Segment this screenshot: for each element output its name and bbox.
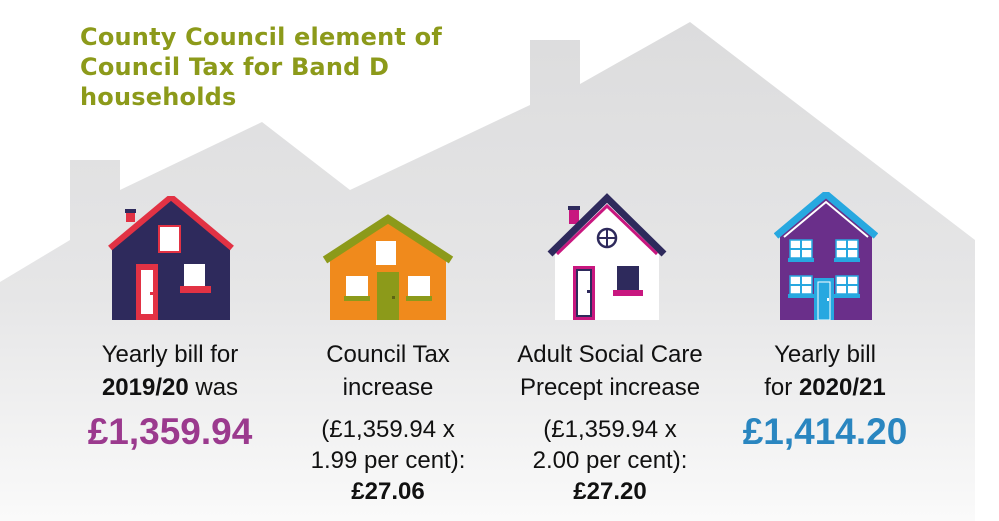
label-council-tax: Council Tax [326, 341, 450, 368]
amount-2019: £1,359.94 [87, 411, 253, 452]
page-title: County Council element of Council Tax fo… [80, 23, 442, 111]
label-was: was [188, 374, 239, 401]
roof-silhouette [0, 22, 975, 521]
label-for: for [764, 374, 799, 401]
column-2020-bill: Yearly bill for 2020/21 £1,414.20 [730, 338, 920, 454]
calc-line-1: (£1,359.94 x [321, 416, 455, 443]
label-yearly-bill-2019: Yearly bill for [101, 341, 239, 368]
council-tax-result: £27.06 [351, 478, 425, 505]
calc-line-1: (£1,359.94 x [543, 416, 677, 443]
year-2019: 2019/20 [101, 374, 189, 401]
house-navy-icon [108, 196, 234, 320]
label-precept-increase: Precept increase [519, 374, 701, 401]
house-orange-icon [322, 214, 454, 320]
label-yearly-bill: Yearly bill [774, 341, 876, 368]
label-increase: increase [342, 374, 434, 401]
label-year-2019: 2019/20 was [75, 371, 265, 404]
amount-2020: £1,414.20 [742, 411, 908, 452]
year-2020: 2020/21 [798, 374, 886, 401]
column-2019-bill: Yearly bill for 2019/20 was £1,359.94 [75, 338, 265, 454]
calc-line-2: 2.00 per cent): [532, 447, 688, 474]
calc-line-2: 1.99 per cent): [310, 447, 466, 474]
column-adult-social-care: Adult Social Care Precept increase (£1,3… [495, 338, 725, 507]
house-white-icon [547, 193, 667, 320]
column-council-tax-increase: Council Tax increase (£1,359.94 x 1.99 p… [288, 338, 488, 507]
label-for-2020: for 2020/21 [730, 371, 920, 404]
label-adult-social-care: Adult Social Care [517, 341, 703, 368]
house-purple-icon [774, 192, 878, 320]
precept-result: £27.20 [573, 478, 647, 505]
